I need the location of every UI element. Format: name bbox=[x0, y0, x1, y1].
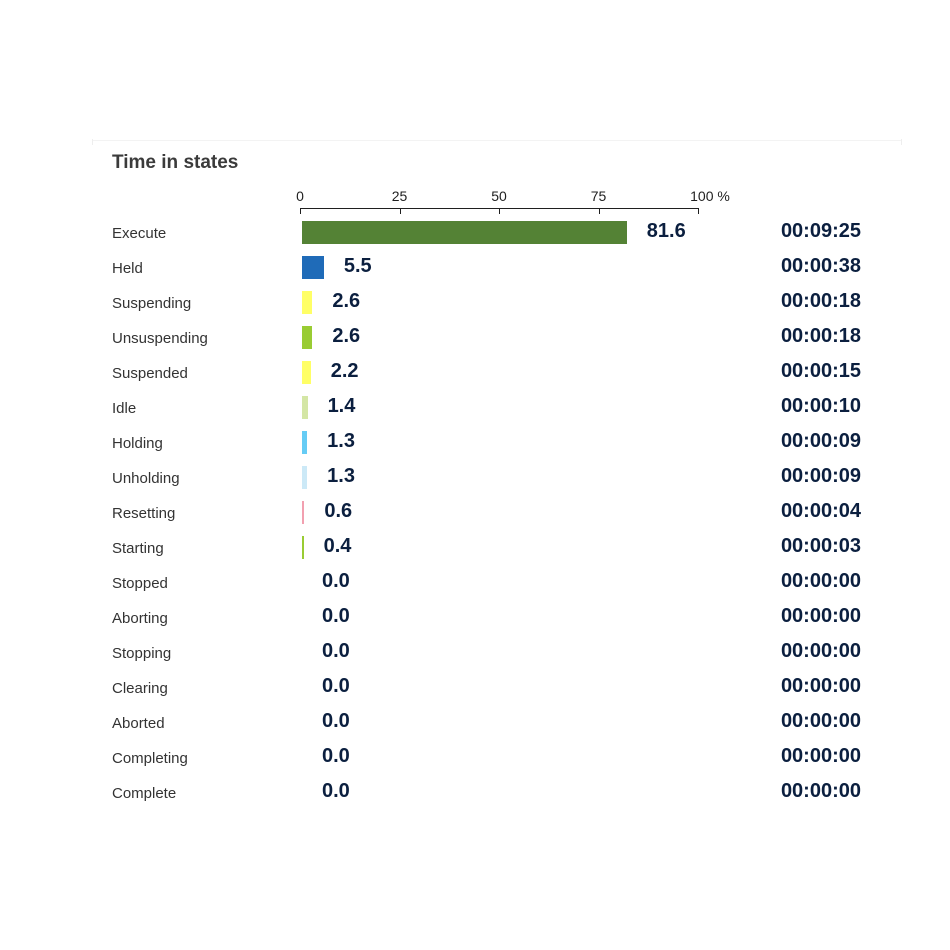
state-duration: 00:00:00 bbox=[780, 675, 861, 697]
state-bar bbox=[302, 536, 304, 559]
state-row: Held 5.5 00:00:38 bbox=[0, 254, 950, 289]
state-duration: 00:00:00 bbox=[780, 780, 861, 802]
x-axis-tick-label: 75 bbox=[590, 188, 607, 204]
state-bar bbox=[302, 291, 313, 314]
x-axis-tick bbox=[300, 208, 301, 214]
state-label: Suspending bbox=[112, 295, 192, 312]
state-percentage: 0.0 bbox=[322, 605, 350, 627]
state-duration: 00:00:04 bbox=[780, 500, 861, 522]
x-axis-tick-label: 50 bbox=[491, 188, 507, 204]
state-row: Suspended 2.2 00:00:15 bbox=[0, 359, 950, 394]
state-row: Stopping 0.0 00:00:00 bbox=[0, 639, 950, 674]
state-percentage: 1.3 bbox=[327, 465, 355, 487]
x-axis: 0 25 50 75 100 % bbox=[296, 188, 730, 214]
state-label: Unholding bbox=[112, 470, 180, 487]
state-bar bbox=[302, 256, 324, 279]
state-bar bbox=[302, 431, 308, 454]
state-label: Aborted bbox=[112, 715, 165, 732]
state-row: Unholding 1.3 00:00:09 bbox=[0, 464, 950, 499]
state-label: Stopped bbox=[112, 575, 168, 592]
state-percentage: 0.0 bbox=[322, 780, 350, 802]
state-duration: 00:00:10 bbox=[780, 395, 861, 417]
state-percentage: 0.4 bbox=[323, 535, 352, 557]
x-axis-tick bbox=[499, 208, 500, 214]
state-row: Aborting 0.0 00:00:00 bbox=[0, 604, 950, 639]
state-duration: 00:00:03 bbox=[780, 535, 861, 557]
state-row: Clearing 0.0 00:00:00 bbox=[0, 674, 950, 709]
state-percentage: 0.0 bbox=[322, 710, 350, 732]
state-label: Resetting bbox=[112, 505, 176, 522]
state-label: Stopping bbox=[112, 645, 172, 662]
state-bar bbox=[302, 361, 311, 384]
state-duration: 00:00:09 bbox=[780, 465, 861, 487]
state-percentage: 0.6 bbox=[324, 500, 353, 522]
state-row: Resetting 0.6 00:00:04 bbox=[0, 499, 950, 534]
state-row: Aborted 0.0 00:00:00 bbox=[0, 709, 950, 744]
state-bar bbox=[302, 466, 308, 489]
state-label: Execute bbox=[112, 225, 167, 242]
state-duration: 00:09:25 bbox=[780, 220, 861, 242]
x-axis-tick-label: 25 bbox=[391, 188, 408, 204]
state-duration: 00:00:00 bbox=[780, 745, 861, 767]
state-label: Unsuspending bbox=[112, 330, 208, 347]
chart-title: Time in states bbox=[112, 152, 239, 173]
state-row: Starting 0.4 00:00:03 bbox=[0, 534, 950, 569]
state-percentage: 1.3 bbox=[327, 430, 355, 452]
state-bar bbox=[302, 396, 308, 419]
state-duration: 00:00:38 bbox=[780, 255, 861, 277]
state-row: Stopped 0.0 00:00:00 bbox=[0, 569, 950, 604]
state-row: Suspending 2.6 00:00:18 bbox=[0, 289, 950, 324]
state-percentage: 0.0 bbox=[322, 640, 350, 662]
state-percentage: 0.0 bbox=[322, 745, 350, 767]
state-duration: 00:00:00 bbox=[780, 570, 861, 592]
state-label: Starting bbox=[112, 540, 164, 557]
x-axis-tick bbox=[698, 208, 699, 214]
state-percentage: 0.0 bbox=[322, 570, 350, 592]
state-row: Complete 0.0 00:00:00 bbox=[0, 779, 950, 814]
state-duration: 00:00:00 bbox=[780, 640, 861, 662]
state-duration: 00:00:09 bbox=[780, 430, 861, 452]
state-duration: 00:00:18 bbox=[780, 325, 861, 347]
state-duration: 00:00:00 bbox=[780, 605, 861, 627]
state-label: Suspended bbox=[112, 365, 188, 382]
state-label: Complete bbox=[112, 785, 177, 802]
state-label: Held bbox=[112, 260, 143, 277]
state-label: Completing bbox=[112, 750, 188, 767]
state-label: Holding bbox=[112, 435, 163, 452]
state-bar bbox=[302, 501, 305, 524]
x-axis-tick bbox=[399, 208, 401, 214]
state-percentage: 5.5 bbox=[343, 255, 372, 277]
state-label: Clearing bbox=[112, 680, 168, 697]
state-label: Idle bbox=[112, 400, 137, 417]
state-percentage: 0.0 bbox=[322, 675, 350, 697]
state-duration: 00:00:18 bbox=[780, 290, 861, 312]
state-row: Completing 0.0 00:00:00 bbox=[0, 744, 950, 779]
state-percentage: 1.4 bbox=[327, 395, 356, 417]
state-row: Unsuspending 2.6 00:00:18 bbox=[0, 324, 950, 359]
state-bar bbox=[302, 221, 627, 244]
state-bar bbox=[302, 326, 313, 349]
state-row: Execute 81.6 00:09:25 bbox=[0, 219, 950, 254]
state-percentage: 81.6 bbox=[646, 220, 686, 242]
state-row: Idle 1.4 00:00:10 bbox=[0, 394, 950, 429]
state-duration: 00:00:00 bbox=[780, 710, 861, 732]
state-label: Aborting bbox=[112, 610, 168, 627]
chart-card bbox=[92, 139, 902, 821]
state-percentage: 2.2 bbox=[330, 360, 359, 382]
state-percentage: 2.6 bbox=[332, 325, 361, 347]
x-axis-tick-label: 100 % bbox=[690, 188, 730, 204]
state-row: Holding 1.3 00:00:09 bbox=[0, 429, 950, 464]
x-axis-tick-label: 0 bbox=[296, 188, 304, 204]
state-percentage: 2.6 bbox=[332, 290, 361, 312]
x-axis-tick bbox=[598, 208, 600, 214]
state-duration: 00:00:15 bbox=[780, 360, 861, 382]
